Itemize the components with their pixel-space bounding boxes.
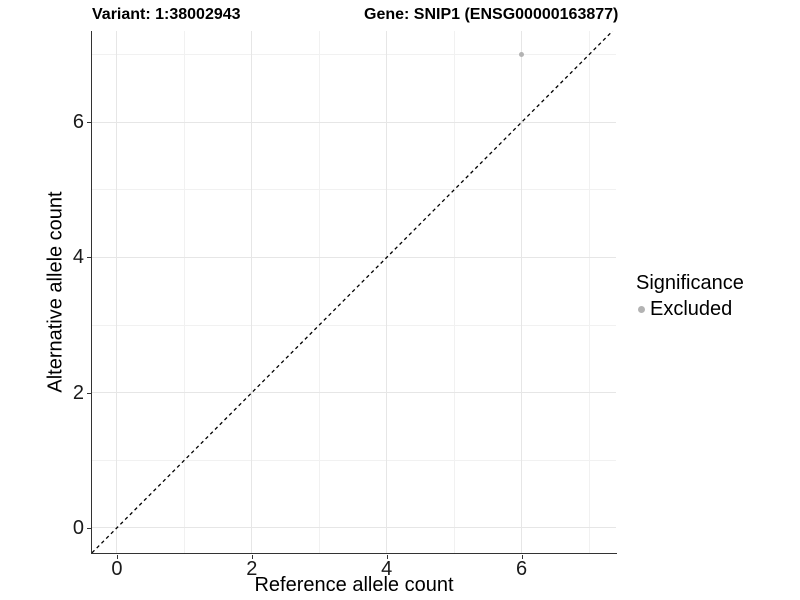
legend-title: Significance (636, 272, 744, 294)
x-tick-mark (116, 555, 118, 559)
x-tick-label: 0 (111, 558, 123, 580)
x-tick-mark (521, 555, 523, 559)
x-tick-label: 2 (246, 558, 258, 580)
legend-item: Excluded (636, 298, 744, 321)
x-tick-mark (251, 555, 253, 559)
x-minor-gridline (453, 31, 455, 553)
y-tick-mark (87, 392, 91, 394)
y-tick-label: 2 (72, 381, 84, 404)
x-major-gridline (251, 31, 253, 553)
excluded-point-icon (638, 306, 645, 313)
x-tick-label: 4 (381, 558, 393, 580)
y-tick-label: 6 (72, 111, 84, 134)
y-minor-gridline (92, 54, 616, 56)
x-axis-title: Reference allele count (254, 574, 454, 596)
y-tick-label: 4 (72, 246, 84, 269)
plot-panel (91, 31, 617, 554)
identity-dashed-line (92, 31, 614, 553)
x-tick-mark (386, 555, 388, 559)
y-tick-mark (87, 527, 91, 529)
y-tick-mark (87, 257, 91, 259)
legend-items: Excluded (636, 298, 744, 321)
y-minor-gridline (92, 459, 616, 461)
x-minor-gridline (183, 31, 185, 553)
y-axis-title: Alternative allele count (44, 191, 67, 393)
x-tick-label: 6 (516, 558, 528, 580)
x-major-gridline (116, 31, 118, 553)
y-tick-label: 0 (72, 516, 84, 539)
identity-line-layer (92, 31, 614, 553)
y-major-gridline (92, 121, 616, 123)
y-minor-gridline (92, 189, 616, 191)
x-major-gridline (521, 31, 523, 553)
data-point (519, 52, 525, 58)
plot-panel-area (92, 31, 616, 553)
y-major-gridline (92, 527, 616, 529)
x-minor-gridline (318, 31, 320, 553)
variant-title: Variant: 1:38002943 (92, 6, 241, 23)
gene-title: Gene: SNIP1 (ENSG00000163877) (364, 6, 619, 23)
legend-item-label: Excluded (650, 298, 733, 320)
y-tick-mark (87, 122, 91, 124)
x-major-gridline (386, 31, 388, 553)
x-minor-gridline (588, 31, 590, 553)
legend: Significance Excluded (636, 272, 744, 321)
y-major-gridline (92, 392, 616, 394)
y-minor-gridline (92, 324, 616, 326)
y-major-gridline (92, 256, 616, 258)
